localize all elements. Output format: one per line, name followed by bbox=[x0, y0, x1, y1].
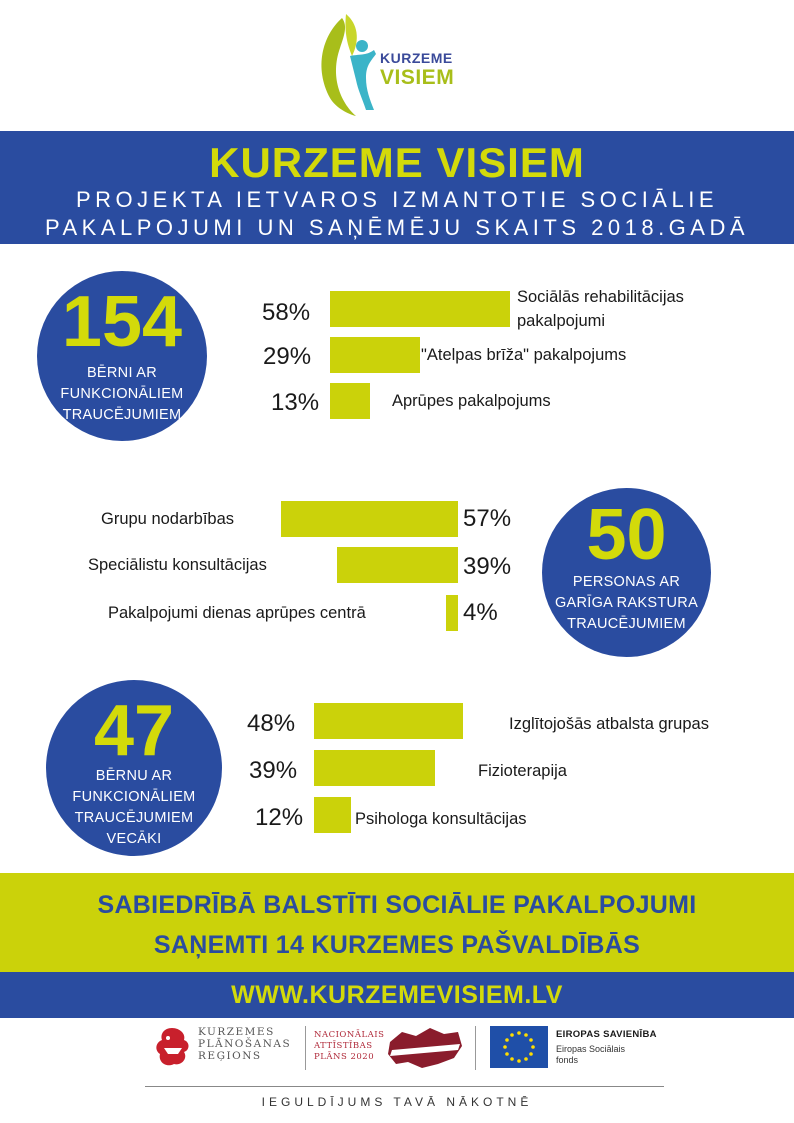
eu-subtitle-line: Eiropas Sociālais bbox=[556, 1044, 626, 1054]
bar bbox=[446, 595, 458, 631]
bar-percent: 48% bbox=[247, 710, 296, 737]
bar-label: Fizioterapija bbox=[478, 762, 567, 780]
kpr-line: REĢIONS bbox=[198, 1050, 262, 1062]
bar bbox=[330, 383, 370, 419]
nap-line: ATTĪSTĪBAS bbox=[314, 1041, 373, 1051]
bar-percent: 58% bbox=[262, 299, 311, 326]
nap-logo-text: NACIONĀLAIS ATTĪSTĪBAS PLĀNS 2020 bbox=[314, 1030, 384, 1063]
kpr-logo-text: KURZEMES PLĀNOŠANAS REĢIONS bbox=[198, 1026, 291, 1062]
stat-caption: BĒRNI AR FUNKCIONĀLIEM TRAUCĒJUMIEM bbox=[37, 363, 207, 426]
bar-label: Psihologa konsultācijas bbox=[355, 810, 527, 828]
stat-number: 50 bbox=[586, 495, 667, 575]
bar-label: Aprūpes pakalpojums bbox=[392, 392, 551, 410]
stat-caption-line: BĒRNI AR bbox=[86, 365, 158, 381]
logo-text-visiem: VISIEM bbox=[380, 66, 455, 89]
bar-label: Pakalpojumi dienas aprūpes centrā bbox=[108, 604, 366, 622]
website-band: WWW.KURZEMEVISIEM.LV bbox=[0, 972, 794, 1018]
bar bbox=[337, 547, 458, 583]
kpr-line: KURZEMES bbox=[198, 1026, 275, 1038]
eu-flag-icon bbox=[490, 1026, 548, 1068]
eu-subtitle: Eiropas Sociālais fonds bbox=[556, 1044, 625, 1066]
stat-caption: BĒRNU AR FUNKCIONĀLIEM TRAUCĒJUMIEM VECĀ… bbox=[46, 766, 222, 850]
bar-label: Grupu nodarbības bbox=[101, 510, 235, 528]
stat-caption-line: GARĪGA RAKSTURA bbox=[554, 595, 699, 611]
summary-line-2: SAŅEMTI 14 KURZEMES PAŠVALDĪBĀS bbox=[153, 931, 641, 959]
bar-label-line: pakalpojumi bbox=[517, 312, 606, 330]
footer-motto: IEGULDĪJUMS TAVĀ NĀKOTNĒ bbox=[261, 1095, 533, 1109]
bar-label: Speciālistu konsultācijas bbox=[88, 556, 267, 574]
stat-caption: PERSONAS AR GARĪGA RAKSTURA TRAUCĒJUMIEM bbox=[542, 572, 711, 635]
bar-label: Sociālās rehabilitācijas pakalpojumi bbox=[517, 285, 684, 333]
eu-title: EIROPAS SAVIENĪBA bbox=[556, 1029, 657, 1040]
page-subtitle-line-1: PROJEKTA IETVAROS IZMANTOTIE SOCIĀLIE bbox=[75, 187, 719, 212]
bar bbox=[314, 750, 435, 786]
bar bbox=[314, 797, 351, 833]
bar bbox=[314, 703, 463, 739]
kurzeme-visiem-logo bbox=[321, 14, 376, 116]
stat-circle-parents: 47 BĒRNU AR FUNKCIONĀLIEM TRAUCĒJUMIEM V… bbox=[46, 680, 222, 856]
bar-percent: 39% bbox=[463, 553, 512, 580]
summary-banner: SABIEDRĪBĀ BALSTĪTI SOCIĀLIE PAKALPOJUMI… bbox=[0, 873, 794, 972]
nap-line: PLĀNS 2020 bbox=[314, 1052, 375, 1062]
eu-subtitle-line: fonds bbox=[556, 1055, 579, 1065]
bar-label: Izglītojošās atbalsta grupas bbox=[509, 715, 709, 733]
bar-percent: 29% bbox=[263, 343, 312, 370]
lion-emblem-icon bbox=[156, 1028, 189, 1066]
stat-caption-line: BĒRNU AR bbox=[95, 768, 173, 784]
bar-percent: 4% bbox=[463, 599, 498, 626]
kpr-line: PLĀNOŠANAS bbox=[198, 1038, 292, 1050]
stat-caption-line: TRAUCĒJUMIEM bbox=[74, 810, 194, 826]
bar-label: "Atelpas brīža" pakalpojums bbox=[421, 346, 627, 364]
page-title: KURZEME VISIEM bbox=[209, 139, 585, 186]
stat-number: 47 bbox=[93, 691, 175, 771]
latvia-map-icon bbox=[388, 1028, 462, 1068]
stat-caption-line: FUNKCIONĀLIEM bbox=[60, 386, 184, 402]
stat-caption-line: FUNKCIONĀLIEM bbox=[72, 789, 196, 805]
summary-line-1: SABIEDRĪBĀ BALSTĪTI SOCIĀLIE PAKALPOJUMI bbox=[97, 891, 697, 919]
bar bbox=[330, 291, 510, 327]
header-band: KURZEME VISIEM PROJEKTA IETVAROS IZMANTO… bbox=[0, 131, 794, 244]
bar-percent: 57% bbox=[463, 505, 512, 532]
bar bbox=[330, 337, 420, 373]
bar-percent: 13% bbox=[271, 389, 320, 416]
bar-percent: 12% bbox=[255, 804, 304, 831]
logo-divider bbox=[475, 1026, 476, 1070]
stat-circle-mental: 50 PERSONAS AR GARĪGA RAKSTURA TRAUCĒJUM… bbox=[542, 488, 711, 657]
stat-number: 154 bbox=[61, 282, 183, 362]
bar bbox=[281, 501, 458, 537]
stat-caption-line: PERSONAS AR bbox=[572, 574, 681, 590]
page-subtitle-line-2: PAKALPOJUMI UN SAŅĒMĒJU SKAITS 2018.GADĀ bbox=[44, 215, 750, 240]
logo-text-kurzeme: KURZEME bbox=[380, 50, 453, 66]
bar-percent: 39% bbox=[249, 757, 298, 784]
stat-caption-line: TRAUCĒJUMIEM bbox=[567, 616, 686, 632]
bar-label-line: Sociālās rehabilitācijas bbox=[517, 288, 684, 306]
website-link[interactable]: WWW.KURZEMEVISIEM.LV bbox=[231, 981, 563, 1009]
stat-circle-children: 154 BĒRNI AR FUNKCIONĀLIEM TRAUCĒJUMIEM bbox=[37, 271, 207, 441]
nap-line: NACIONĀLAIS bbox=[314, 1030, 385, 1040]
logo-divider bbox=[305, 1026, 306, 1070]
stat-caption-line: VECĀKI bbox=[106, 831, 162, 847]
footer-divider bbox=[145, 1086, 664, 1087]
stat-caption-line: TRAUCĒJUMIEM bbox=[62, 407, 182, 423]
